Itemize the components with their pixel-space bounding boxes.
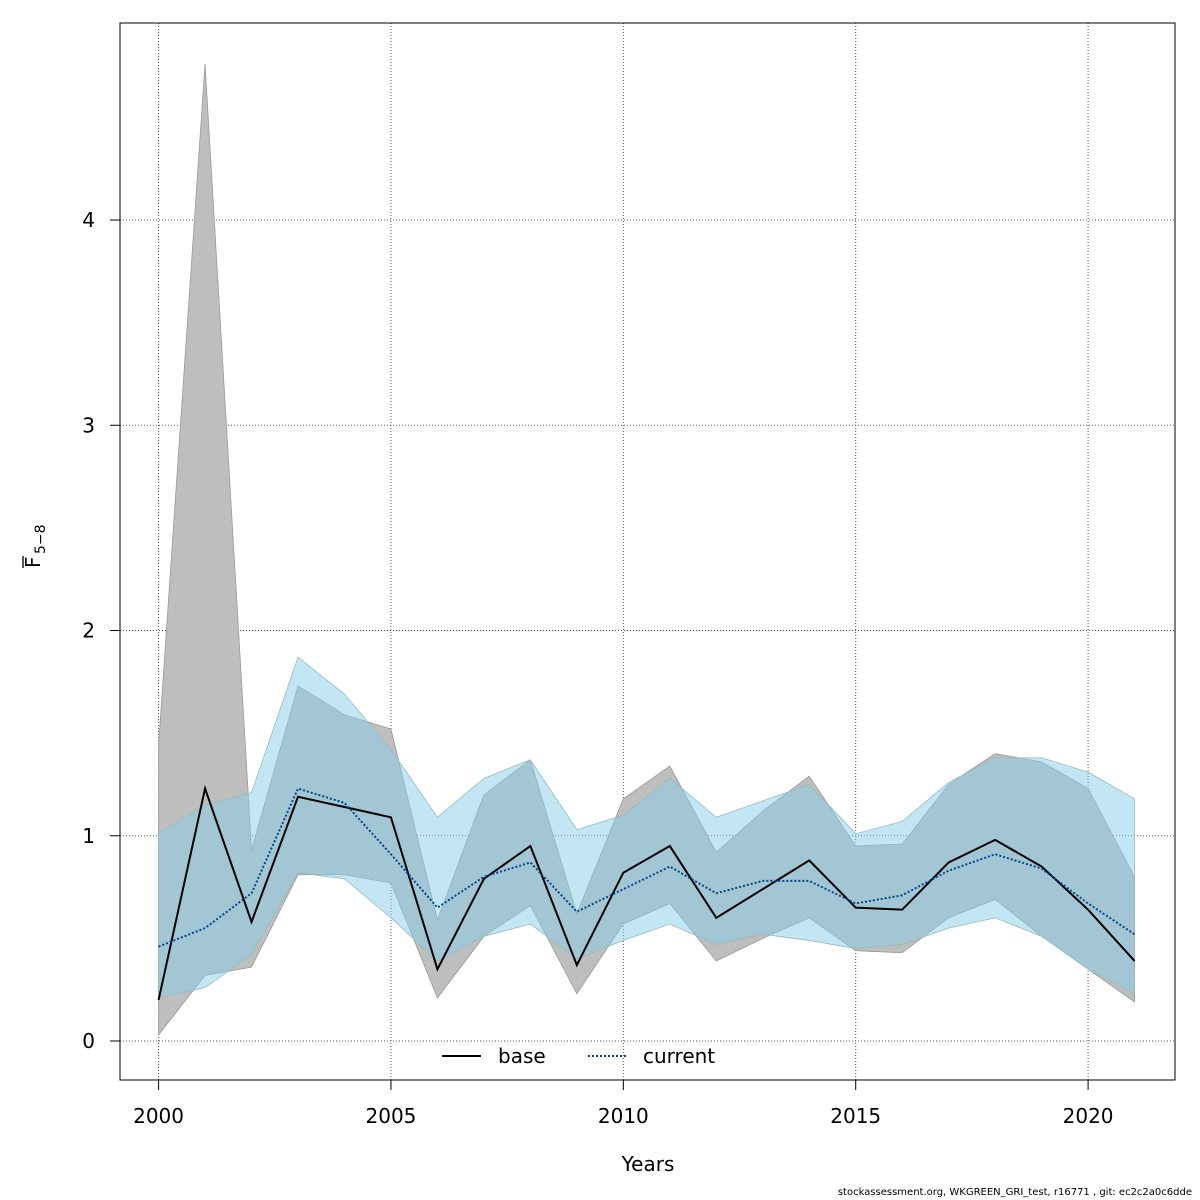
point-base-2013 [762, 889, 763, 890]
point-current-2020 [1088, 903, 1089, 904]
point-base-2020 [1088, 909, 1089, 910]
x-axis-title: Years [621, 1152, 675, 1176]
point-current-2004 [344, 802, 345, 803]
point-base-2021 [1134, 960, 1135, 961]
y-tick-label: 2 [82, 619, 95, 643]
y-axis-title: F 5−8 [21, 524, 49, 568]
point-current-2009 [576, 911, 577, 912]
point-base-2008 [530, 846, 531, 847]
point-base-2005 [390, 817, 391, 818]
point-current-2000 [158, 946, 159, 947]
footer-credit: stockassessment.org, WKGREEN_GRI_test, r… [837, 1187, 1192, 1198]
x-tick-label: 2010 [598, 1104, 649, 1128]
point-current-2015 [855, 903, 856, 904]
point-current-2002 [251, 893, 252, 894]
y-tick-label: 3 [82, 413, 95, 437]
y-axis-title-symbol: F [21, 556, 45, 568]
point-base-2000 [158, 999, 159, 1000]
point-current-2019 [1041, 868, 1042, 869]
point-current-2021 [1134, 934, 1135, 935]
line-current [158, 787, 1136, 948]
series-lines [157, 784, 1136, 1001]
line-base [157, 784, 1136, 1001]
point-base-2006 [437, 969, 438, 970]
point-base-2014 [809, 860, 810, 861]
y-tick-label: 4 [82, 208, 95, 232]
x-tick-label: 2015 [830, 1104, 881, 1128]
point-base-2002 [251, 921, 252, 922]
point-base-2015 [855, 907, 856, 908]
point-current-2016 [902, 895, 903, 896]
y-tick-label: 0 [82, 1029, 95, 1053]
x-tick-label: 2005 [366, 1104, 417, 1128]
point-current-2007 [483, 876, 484, 877]
point-current-2018 [995, 854, 996, 855]
point-current-2008 [530, 862, 531, 863]
point-base-2001 [205, 788, 206, 789]
confidence-bands [158, 64, 1135, 1037]
legend-label-base: base [498, 1044, 546, 1068]
y-axis-title-subscript: 5−8 [33, 524, 49, 554]
point-base-2018 [995, 839, 996, 840]
point-base-2019 [1041, 866, 1042, 867]
y-tick-label: 1 [82, 824, 95, 848]
point-current-2012 [716, 893, 717, 894]
point-current-2001 [205, 928, 206, 929]
point-current-2017 [948, 870, 949, 871]
point-base-2016 [902, 909, 903, 910]
point-current-2005 [390, 854, 391, 855]
x-tick-label: 2020 [1063, 1104, 1114, 1128]
band-current [158, 656, 1135, 999]
point-current-2011 [669, 866, 670, 867]
y-axis: 0 1 2 3 4 [82, 208, 121, 1053]
point-current-2006 [437, 907, 438, 908]
x-axis: 2000 2005 2010 2015 2020 [133, 1079, 1114, 1128]
legend-label-current: current [643, 1044, 715, 1068]
point-base-2007 [483, 878, 484, 879]
x-tick-label: 2000 [133, 1104, 184, 1128]
point-current-2010 [623, 889, 624, 890]
point-base-2011 [669, 846, 670, 847]
point-base-2010 [623, 872, 624, 873]
point-base-2012 [716, 917, 717, 918]
point-current-2003 [298, 788, 299, 789]
point-base-2009 [576, 965, 577, 966]
point-current-2013 [762, 880, 763, 881]
point-base-2017 [948, 862, 949, 863]
legend: base current [442, 1044, 715, 1068]
point-current-2014 [809, 880, 810, 881]
point-base-2004 [344, 807, 345, 808]
point-base-2003 [298, 796, 299, 797]
